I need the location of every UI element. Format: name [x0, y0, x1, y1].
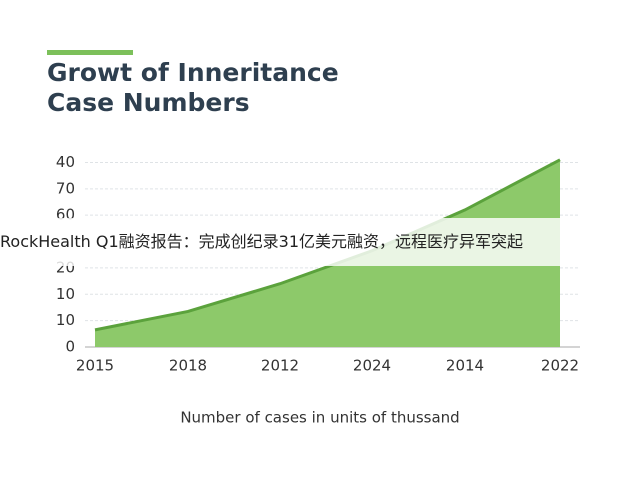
y-tick-label: 70: [56, 179, 75, 197]
area: [95, 159, 560, 347]
x-tick-label: 2015: [76, 357, 114, 375]
x-tick-label: 2018: [169, 357, 207, 375]
y-tick-label: 10: [56, 285, 75, 303]
x-tick-label: 2024: [353, 357, 391, 375]
line: [94, 158, 561, 332]
title-accent: [47, 50, 133, 55]
x-tick-label: 2012: [261, 357, 299, 375]
y-tick-label: 0: [65, 338, 75, 356]
x-tick-label: 2022: [541, 357, 579, 375]
news-banner: RockHealth Q1融资报告：完成创纪录31亿美元融资，远程医疗异军突起: [0, 218, 640, 266]
x-tick-label: 2014: [446, 357, 484, 375]
y-tick-label: 40: [56, 153, 75, 171]
chart-title: Growt of Inneritance Case Numbers: [47, 58, 339, 117]
x-axis-label: Number of cases in units of thussand: [180, 409, 459, 427]
y-tick-label: 10: [56, 311, 75, 329]
